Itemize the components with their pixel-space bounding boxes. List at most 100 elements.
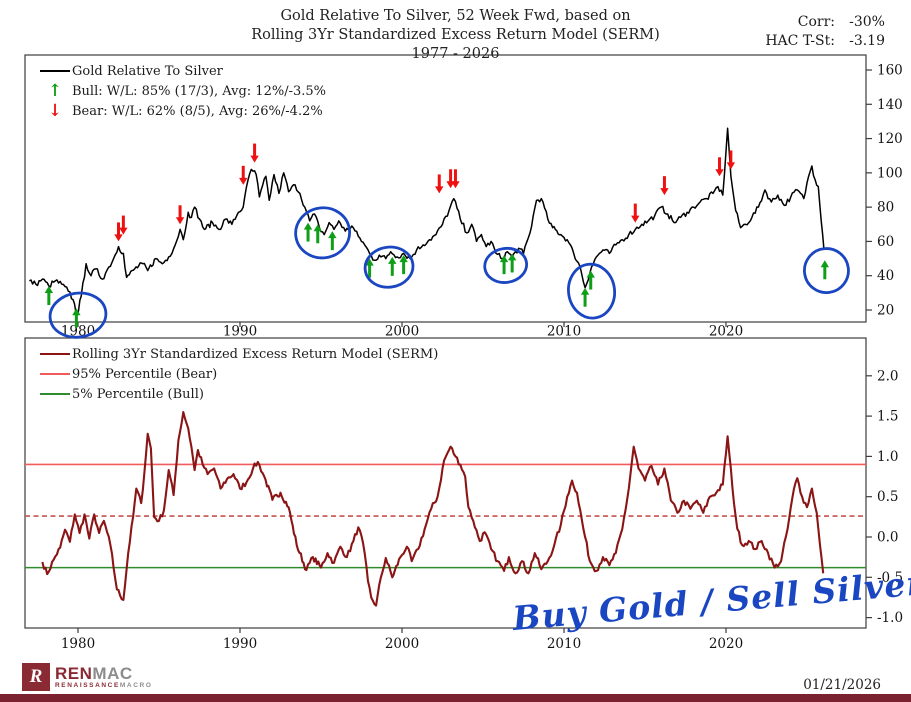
x-tick-label: 1980	[61, 636, 95, 652]
x-tick-label: 1990	[223, 324, 257, 340]
hand-drawn-circle	[294, 206, 351, 260]
stats-block: Corr: -30% HAC T-St: -3.19	[765, 13, 885, 51]
legend-label: Bear: W/L: 62% (8/5), Avg: 26%/-4.2%	[72, 103, 323, 119]
logo-mark-letter: R	[29, 666, 43, 687]
corr-stat-row: Corr: -30%	[765, 13, 885, 32]
legend-item-serm: Rolling 3Yr Standardized Excess Return M…	[38, 344, 438, 364]
hand-drawn-circle	[483, 246, 529, 284]
x-tick-label: 2000	[385, 324, 419, 340]
chart-title-line2: Rolling 3Yr Standardized Excess Return M…	[251, 27, 660, 43]
bear-arrow-head	[175, 217, 185, 225]
y-tick-label: 120	[877, 131, 903, 147]
y-tick-label: 2.0	[877, 368, 898, 384]
x-tick-label: 2020	[709, 636, 743, 652]
legend-label: 5% Percentile (Bull)	[72, 386, 204, 402]
y-tick-label: 160	[877, 63, 903, 79]
bull-arrow-head	[72, 308, 81, 316]
y-tick-label: 80	[877, 200, 894, 216]
bear-signal-arrows	[114, 143, 736, 242]
legend-label: Gold Relative To Silver	[72, 63, 223, 79]
bull-arrow-head	[399, 255, 408, 263]
x-tick-label: 2010	[547, 636, 581, 652]
bear-arrow-head	[660, 188, 669, 196]
x-tick-label: 2010	[547, 324, 581, 340]
y-tick-label: 40	[877, 268, 894, 284]
bull-marker: ↑	[38, 80, 72, 101]
bottom-panel-legend: Rolling 3Yr Standardized Excess Return M…	[38, 344, 438, 404]
y-tick-label: 20	[877, 303, 894, 319]
hand-drawn-circle	[48, 291, 108, 339]
bull-arrow-head	[44, 286, 54, 293]
top-panel-frame	[24, 54, 867, 323]
bull-arrow-head	[820, 260, 830, 268]
logo-name: RENMAC	[55, 664, 152, 683]
chart-title-line1: Gold Relative To Silver, 52 Week Fwd, ba…	[280, 8, 631, 24]
black-line-swatch	[38, 70, 72, 72]
logo-sub-macro: MACRO	[119, 682, 153, 689]
y-tick-label: 0.5	[877, 489, 898, 505]
bottom-accent-bar	[0, 694, 911, 702]
hand-drawn-circle	[803, 247, 850, 294]
hac-stat-row: HAC T-St: -3.19	[765, 32, 885, 51]
legend-item-5pct: 5% Percentile (Bull)	[38, 384, 438, 404]
hand-drawn-circle	[363, 245, 415, 289]
top-panel-legend: Gold Relative To Silver ↑ Bull: W/L: 85%…	[38, 61, 326, 121]
bull-arrow-head	[580, 287, 590, 295]
bull-arrow-head	[303, 222, 313, 230]
y-tick-label: 1.0	[877, 449, 898, 465]
chart-title-block: Gold Relative To Silver, 52 Week Fwd, ba…	[0, 7, 911, 64]
legend-item-95pct: 95% Percentile (Bear)	[38, 364, 438, 384]
corr-value: -30%	[849, 14, 885, 30]
legend-label: 95% Percentile (Bear)	[72, 366, 218, 382]
legend-item-bear: ↓ Bear: W/L: 62% (8/5), Avg: 26%/-4.2%	[38, 101, 326, 121]
y-tick-label: 1.5	[877, 409, 898, 425]
bull-percentile-swatch	[38, 393, 72, 395]
bear-arrow-head	[119, 227, 128, 235]
corr-label: Corr:	[797, 14, 835, 30]
line-swatch-icon	[40, 70, 70, 72]
bear-arrow-head	[631, 215, 640, 223]
bear-arrow-head	[726, 162, 736, 170]
bear-arrow-head	[715, 169, 724, 177]
bottom-panel-frame	[24, 337, 867, 629]
bear-arrow-head	[114, 234, 123, 242]
bear-marker: ↓	[38, 102, 72, 120]
bear-percentile-swatch	[38, 373, 72, 375]
up-arrow-icon: ↑	[47, 80, 63, 101]
gold-silver-line	[29, 127, 825, 316]
legend-item-gold-silver: Gold Relative To Silver	[38, 61, 326, 81]
logo-subtitle: RENAISSANCEMACRO	[55, 681, 152, 690]
legend-label: Rolling 3Yr Standardized Excess Return M…	[72, 346, 439, 362]
bull-arrow-head	[313, 224, 322, 232]
y-tick-label: -0.5	[877, 570, 903, 586]
bull-arrow-head	[507, 253, 517, 261]
hac-value: -3.19	[849, 33, 885, 49]
legend-label: Bull: W/L: 85% (17/3), Avg: 12%/-3.5%	[72, 83, 327, 99]
bear-arrow-head	[239, 177, 248, 185]
chart-title-line3: 1977 - 2026	[411, 46, 500, 62]
y-tick-label: 0.0	[877, 530, 898, 546]
bull-arrow-head	[586, 270, 595, 278]
circle-annotations	[48, 206, 850, 339]
bull-arrow-head	[365, 258, 374, 266]
bull-signal-arrows	[44, 222, 830, 328]
bear-arrow-head	[435, 186, 444, 194]
renmac-logo: R RENMAC RENAISSANCEMACRO	[22, 663, 152, 691]
line-swatch-icon	[40, 373, 70, 375]
logo-sub-renaissance: RENAISSANCE	[55, 682, 120, 689]
renmac-logo-mark: R	[22, 663, 50, 691]
serm-line-swatch	[38, 353, 72, 355]
x-tick-label: 2000	[385, 636, 419, 652]
bear-arrow-head	[250, 155, 259, 163]
bull-arrow-head	[328, 231, 337, 239]
report-date: 01/21/2026	[803, 677, 881, 693]
bear-arrow-head	[451, 181, 460, 189]
line-swatch-icon	[40, 353, 70, 355]
logo-name-ren: REN	[55, 664, 93, 683]
x-tick-label: 1990	[223, 636, 257, 652]
x-tick-label: 2020	[709, 324, 743, 340]
serm-line	[41, 411, 825, 607]
renmac-logo-text: RENMAC RENAISSANCEMACRO	[55, 663, 152, 690]
y-tick-label: 100	[877, 165, 903, 181]
